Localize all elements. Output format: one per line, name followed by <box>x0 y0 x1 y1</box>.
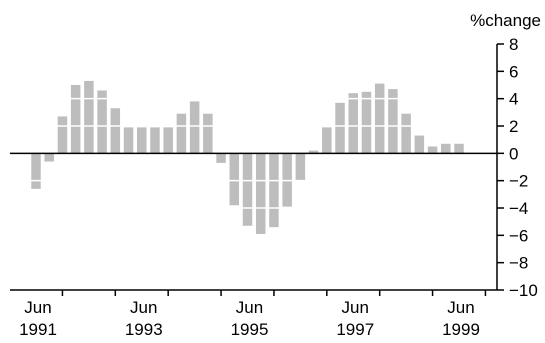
y-tick-label: −10 <box>509 281 538 300</box>
bar <box>176 113 187 154</box>
y-tick-label: −2 <box>509 172 528 191</box>
bar <box>31 153 41 189</box>
x-axis-ticks: Jun 1991 Jun 1993 Jun 1995 Jun 1997 Jun 1999 <box>19 290 487 339</box>
bar <box>123 127 134 154</box>
bar <box>335 102 345 154</box>
bar <box>189 101 200 154</box>
y-axis-ticks: 8 6 4 2 0 −2 −4 −6 −8 −10 <box>497 35 538 300</box>
bar <box>269 153 279 228</box>
x-tick-label-year: 1995 <box>231 320 269 339</box>
bar <box>97 90 107 154</box>
bar <box>308 150 319 154</box>
bar <box>414 135 425 154</box>
x-tick-label-month: Jun <box>130 298 157 317</box>
bar <box>137 127 147 154</box>
x-tick-label-month: Jun <box>24 298 51 317</box>
x-tick-label-month: Jun <box>236 298 263 317</box>
bar <box>348 93 358 154</box>
x-tick-label-month: Jun <box>447 298 474 317</box>
bar <box>57 116 68 154</box>
bars-group <box>31 80 464 234</box>
bar <box>203 113 213 154</box>
bar <box>216 153 226 163</box>
y-tick-label: 8 <box>509 35 518 54</box>
bar <box>70 85 81 154</box>
bar <box>441 143 451 154</box>
bar <box>242 153 253 226</box>
x-tick-label-month: Jun <box>342 298 369 317</box>
white-gridlines <box>10 43 496 291</box>
bar <box>322 127 332 154</box>
y-tick-label: 0 <box>509 144 518 163</box>
bar <box>110 108 121 154</box>
bar <box>255 153 266 234</box>
x-tick-label-year: 1999 <box>442 320 480 339</box>
bar <box>454 143 464 154</box>
y-tick-label: 2 <box>509 117 518 136</box>
y-tick-label: −4 <box>509 199 528 218</box>
bar <box>361 91 372 154</box>
y-tick-label: 6 <box>509 62 518 81</box>
y-tick-label: −8 <box>509 254 528 273</box>
y-tick-label: 4 <box>509 90 518 109</box>
bar <box>163 127 173 154</box>
bar <box>374 83 385 154</box>
x-tick-label-year: 1993 <box>125 320 163 339</box>
bar <box>44 153 54 162</box>
bar <box>388 89 398 154</box>
y-tick-label: −6 <box>509 226 528 245</box>
x-tick-label-year: 1997 <box>336 320 374 339</box>
bar <box>427 146 438 154</box>
bar <box>295 153 306 181</box>
bar <box>150 127 160 154</box>
bar <box>401 113 411 154</box>
bar <box>84 80 94 154</box>
bar <box>229 153 240 206</box>
y-axis-unit-label: %change <box>470 11 541 30</box>
x-tick-label-year: 1991 <box>19 320 57 339</box>
